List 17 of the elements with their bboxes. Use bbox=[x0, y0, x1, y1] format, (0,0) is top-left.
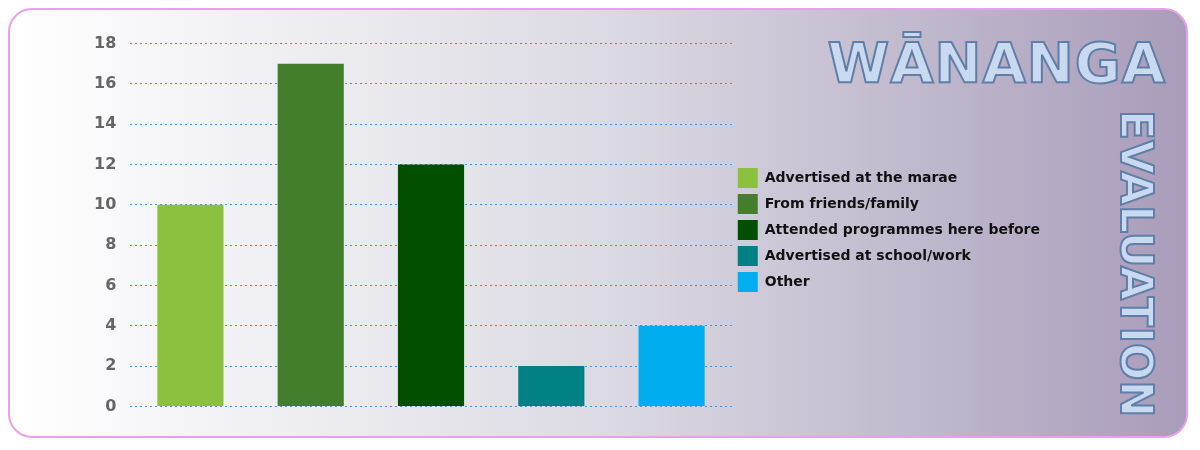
legend-label: Advertised at school/work bbox=[764, 246, 972, 263]
y-tick-label: 12 bbox=[94, 153, 117, 173]
y-tick-label: 10 bbox=[94, 194, 117, 213]
y-tick-label: 0 bbox=[105, 395, 117, 415]
y-tick-label: 4 bbox=[105, 314, 117, 334]
legend-label: Advertised at the marae bbox=[764, 168, 958, 185]
y-tick-label: 6 bbox=[105, 274, 117, 294]
legend-label: From friends/family bbox=[764, 194, 919, 211]
text: EVALUATION bbox=[1111, 110, 1162, 418]
y-tick-label: 18 bbox=[94, 32, 117, 52]
legend-label: Other bbox=[764, 272, 810, 289]
y-tick-label: 14 bbox=[94, 113, 117, 133]
legend-label: Attended programmes here before bbox=[764, 220, 1040, 237]
text: WĀNANGA bbox=[827, 30, 1166, 95]
y-tick-label: 8 bbox=[105, 234, 117, 254]
y-tick-label: 2 bbox=[105, 355, 117, 375]
y-tick-label: 16 bbox=[94, 73, 117, 93]
